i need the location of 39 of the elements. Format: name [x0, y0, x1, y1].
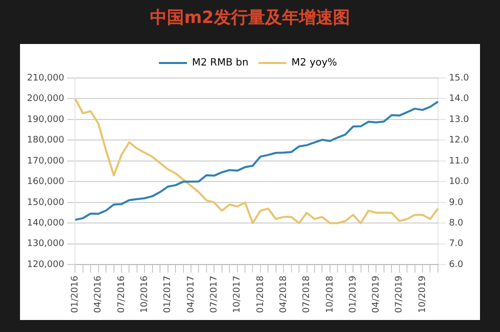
y-tick-label: 190,000: [27, 114, 64, 125]
y-tick-label: 180,000: [27, 136, 64, 146]
x-tick-label: 10/2018: [325, 275, 336, 313]
x-tick-label: 07/2016: [116, 275, 127, 313]
chart-title: 中国m2发行量及年增速图: [149, 7, 351, 29]
y2-tick-label: 7.0: [448, 239, 464, 250]
x-tick-label: 04/2016: [94, 275, 104, 313]
legend-label: M2 RMB bn: [192, 58, 248, 69]
x-tick-label: 07/2018: [302, 275, 312, 313]
y-tick-label: 210,000: [27, 73, 64, 84]
legend-label: M2 yoy%: [291, 58, 338, 69]
x-tick-label: 07/2017: [209, 276, 220, 313]
y2-tick-label: 11.0: [448, 156, 470, 166]
y-tick-label: 130,000: [27, 239, 64, 250]
x-tick-label: 10/2019: [418, 275, 428, 313]
y-tick-label: 140,000: [27, 218, 64, 228]
x-tick-label: 01/2017: [163, 276, 174, 313]
y-tick-label: 170,000: [27, 156, 64, 166]
y2-tick-label: 8.0: [448, 218, 464, 228]
y2-tick-label: 10.0: [448, 177, 470, 188]
y-tick-label: 150,000: [27, 198, 64, 208]
y-tick-label: 200,000: [27, 94, 64, 104]
y2-tick-label: 12.0: [448, 136, 470, 146]
y2-tick-label: 6.0: [448, 260, 464, 270]
y-tick-label: 160,000: [27, 177, 64, 188]
y2-tick-label: 15.0: [448, 73, 470, 84]
x-tick-label: 10/2017: [232, 276, 243, 313]
x-tick-label: 01/2019: [348, 275, 358, 313]
y-tick-label: 120,000: [27, 260, 64, 270]
x-tick-label: 07/2019: [394, 275, 405, 313]
x-tick-label: 04/2018: [278, 275, 289, 313]
y2-tick-label: 14.0: [448, 94, 470, 104]
x-tick-label: 10/2016: [140, 275, 150, 313]
x-tick-label: 01/2016: [70, 275, 81, 313]
y2-tick-label: 13.0: [448, 114, 470, 125]
x-tick-label: 04/2019: [372, 275, 382, 313]
x-tick-label: 04/2017: [186, 276, 196, 313]
y2-tick-label: 9.0: [448, 198, 464, 208]
x-tick-label: 01/2018: [256, 275, 266, 313]
